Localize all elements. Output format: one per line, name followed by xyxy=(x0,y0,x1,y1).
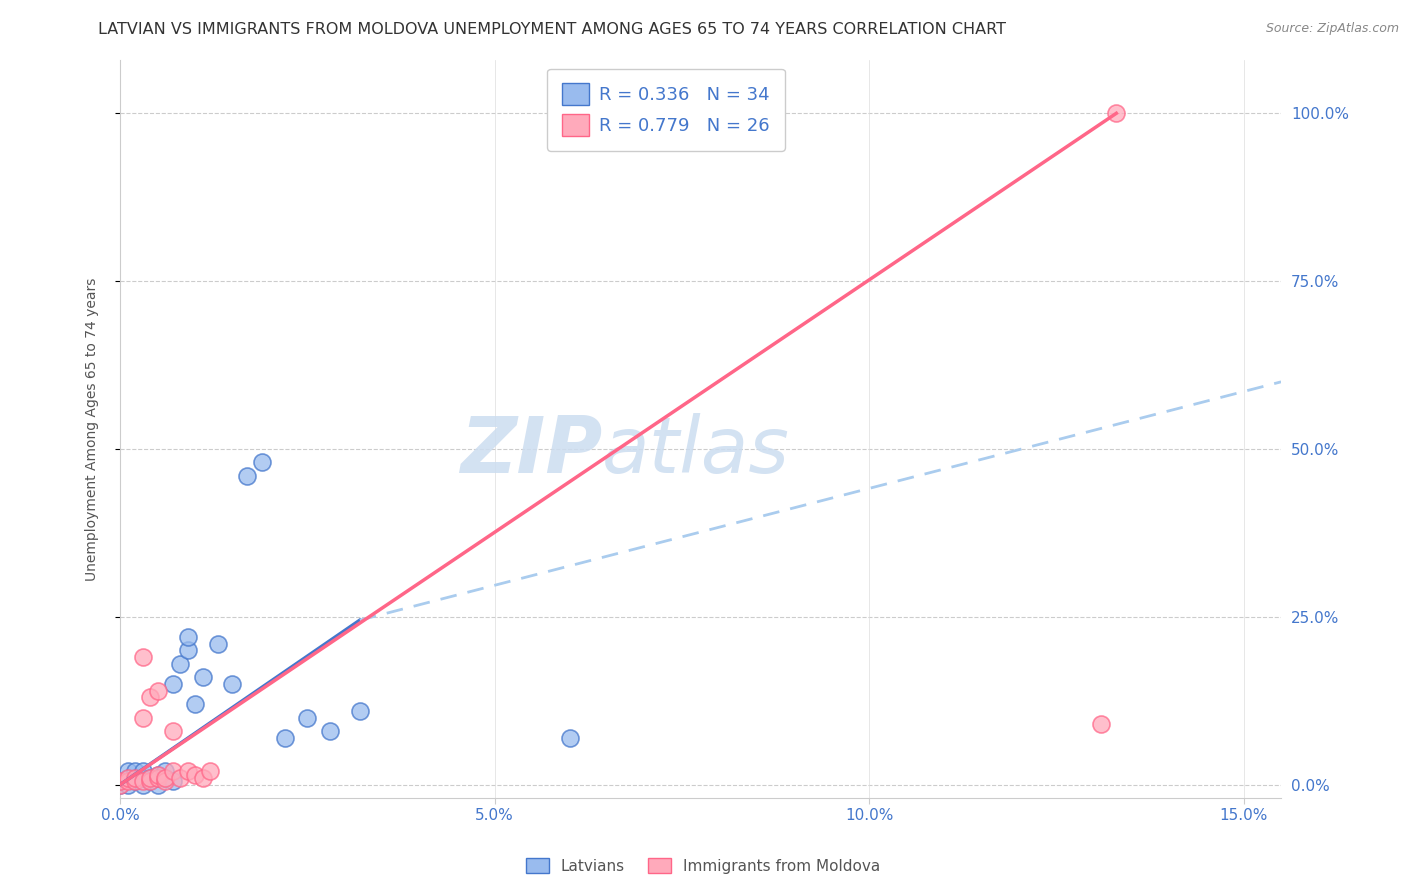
Point xyxy=(146,778,169,792)
Point xyxy=(108,774,131,789)
Point xyxy=(153,771,176,785)
Point xyxy=(131,774,153,789)
Point xyxy=(252,455,274,469)
Point xyxy=(124,774,146,789)
Point xyxy=(146,767,169,781)
Point xyxy=(169,771,191,785)
Point xyxy=(297,710,319,724)
Point xyxy=(176,630,198,644)
Text: atlas: atlas xyxy=(602,413,790,489)
Point xyxy=(153,774,176,789)
Legend: R = 0.336   N = 34, R = 0.779   N = 26: R = 0.336 N = 34, R = 0.779 N = 26 xyxy=(547,69,785,151)
Point xyxy=(349,704,371,718)
Point xyxy=(124,771,146,785)
Point xyxy=(153,771,176,785)
Point xyxy=(131,778,153,792)
Text: LATVIAN VS IMMIGRANTS FROM MOLDOVA UNEMPLOYMENT AMONG AGES 65 TO 74 YEARS CORREL: LATVIAN VS IMMIGRANTS FROM MOLDOVA UNEMP… xyxy=(98,22,1007,37)
Point xyxy=(117,771,139,785)
Point xyxy=(131,764,153,779)
Point xyxy=(146,767,169,781)
Point xyxy=(117,764,139,779)
Point xyxy=(198,764,221,779)
Point xyxy=(1090,717,1112,731)
Point xyxy=(146,683,169,698)
Point xyxy=(184,767,207,781)
Point xyxy=(124,764,146,779)
Point xyxy=(207,637,229,651)
Point xyxy=(1105,106,1128,120)
Point xyxy=(131,650,153,665)
Point xyxy=(221,677,243,691)
Point xyxy=(139,774,162,789)
Point xyxy=(319,723,342,738)
Text: ZIP: ZIP xyxy=(460,413,602,489)
Point xyxy=(184,697,207,711)
Point xyxy=(117,771,139,785)
Point xyxy=(117,778,139,792)
Point xyxy=(162,764,184,779)
Point xyxy=(124,771,146,785)
Point xyxy=(191,771,214,785)
Point xyxy=(176,643,198,657)
Point xyxy=(124,774,146,789)
Point xyxy=(146,771,169,785)
Point xyxy=(139,690,162,705)
Point xyxy=(274,731,297,745)
Y-axis label: Unemployment Among Ages 65 to 74 years: Unemployment Among Ages 65 to 74 years xyxy=(86,277,100,581)
Point xyxy=(146,771,169,785)
Point xyxy=(162,677,184,691)
Point xyxy=(162,723,184,738)
Point xyxy=(153,764,176,779)
Point xyxy=(131,771,153,785)
Point xyxy=(139,771,162,785)
Point xyxy=(191,670,214,684)
Point xyxy=(108,778,131,792)
Point xyxy=(176,764,198,779)
Point xyxy=(117,774,139,789)
Point xyxy=(162,774,184,789)
Text: Source: ZipAtlas.com: Source: ZipAtlas.com xyxy=(1265,22,1399,36)
Legend: Latvians, Immigrants from Moldova: Latvians, Immigrants from Moldova xyxy=(520,852,886,880)
Point xyxy=(169,657,191,671)
Point xyxy=(139,774,162,789)
Point xyxy=(108,774,131,789)
Point xyxy=(108,778,131,792)
Point xyxy=(558,731,581,745)
Point xyxy=(131,710,153,724)
Point xyxy=(139,771,162,785)
Point xyxy=(236,468,259,483)
